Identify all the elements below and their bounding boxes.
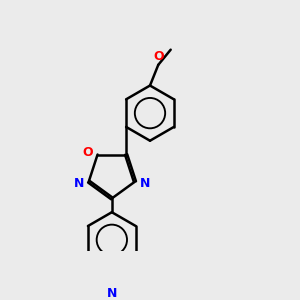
Text: O: O [154, 50, 164, 64]
Text: N: N [107, 287, 117, 300]
Text: N: N [140, 176, 150, 190]
Text: N: N [74, 176, 84, 190]
Text: O: O [82, 146, 93, 159]
